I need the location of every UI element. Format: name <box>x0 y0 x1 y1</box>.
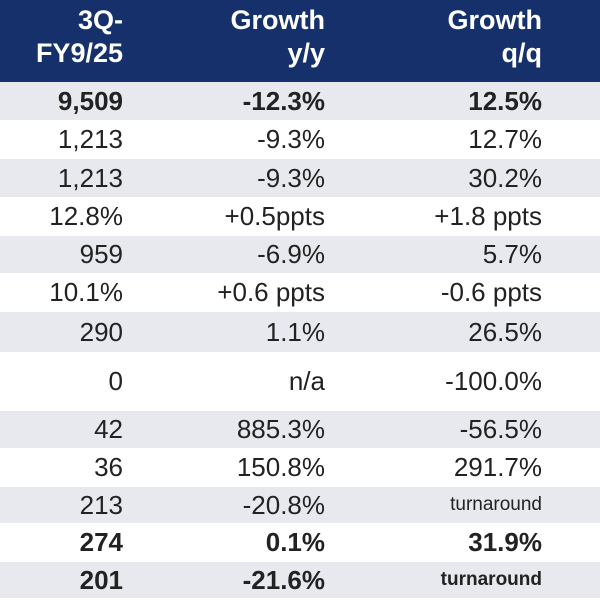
growth-qq-cell: 12.7% <box>468 124 542 154</box>
growth-qq-cell: 5.7% <box>482 239 542 269</box>
value-cell: 274 <box>79 527 123 557</box>
table-row: 290 1.1% 26.5% <box>0 312 600 353</box>
growth-qq-cell: 291.7% <box>453 452 542 482</box>
header-growth-qq: Growth q/q <box>335 4 600 82</box>
value-cell: 0 <box>108 366 123 396</box>
growth-qq-cell: 26.5% <box>468 316 542 347</box>
value-cell: 290 <box>79 316 123 347</box>
growth-qq-cell: turnaround <box>440 569 542 590</box>
header-period-line2: FY9/25 <box>35 38 123 68</box>
growth-yy-cell: -9.3% <box>257 162 325 193</box>
table-row: 9,509 -12.3% 12.5% <box>0 82 600 121</box>
table-row: 959 -6.9% 5.7% <box>0 236 600 274</box>
table-body: 9,509 -12.3% 12.5% 1,213 -9.3% 12.7% 1,213 -9.3… <box>0 82 600 599</box>
header-growth-yy-line2: y/y <box>287 38 325 68</box>
value-cell: 42 <box>94 414 123 444</box>
table-row: 213 -20.8% turnaround <box>0 487 600 524</box>
growth-yy-cell: 0.1% <box>265 527 325 557</box>
value-cell: 1,213 <box>57 124 123 154</box>
growth-qq-cell: -56.5% <box>459 414 542 444</box>
value-cell: 201 <box>79 564 123 595</box>
value-cell: 12.8% <box>49 201 123 231</box>
header-growth-yy: Growth y/y <box>135 4 335 82</box>
value-cell: 213 <box>79 489 123 520</box>
table-row: 12.8% +0.5ppts +1.8 ppts <box>0 198 600 236</box>
table-row: 1,213 -9.3% 30.2% <box>0 159 600 198</box>
growth-yy-cell: -9.3% <box>257 124 325 154</box>
growth-yy-cell: -6.9% <box>257 239 325 269</box>
value-cell: 10.1% <box>49 277 123 307</box>
growth-yy-cell: 150.8% <box>236 452 325 482</box>
table-row: 274 0.1% 31.9% <box>0 524 600 562</box>
growth-yy-cell: +0.6 ppts <box>217 277 325 307</box>
growth-yy-cell: +0.5ppts <box>224 201 325 231</box>
table-header: 3Q- FY9/25 Growth y/y Growth q/q <box>0 0 600 82</box>
table-row: 201 -21.6% turnaround <box>0 562 600 599</box>
header-period-line1: 3Q- <box>77 5 123 35</box>
value-cell: 9,509 <box>57 85 123 116</box>
value-cell: 36 <box>94 452 123 482</box>
growth-yy-cell: 1.1% <box>265 316 325 347</box>
growth-qq-cell: -0.6 ppts <box>440 277 542 307</box>
growth-yy-cell: -20.8% <box>242 489 325 520</box>
growth-qq-cell: +1.8 ppts <box>434 201 542 231</box>
table-row: 36 150.8% 291.7% <box>0 449 600 487</box>
growth-qq-cell: 31.9% <box>468 527 542 557</box>
header-growth-qq-line1: Growth <box>447 5 543 35</box>
table-row: 1,213 -9.3% 12.7% <box>0 121 600 159</box>
growth-yy-cell: -12.3% <box>242 85 325 116</box>
value-cell: 959 <box>79 239 123 269</box>
table-row: 10.1% +0.6 ppts -0.6 ppts <box>0 274 600 312</box>
growth-qq-cell: turnaround <box>450 494 542 515</box>
value-cell: 1,213 <box>57 162 123 193</box>
growth-yy-cell: n/a <box>288 366 325 396</box>
growth-qq-cell: 30.2% <box>468 162 542 193</box>
growth-yy-cell: 885.3% <box>236 414 325 444</box>
growth-qq-cell: -100.0% <box>445 366 542 396</box>
header-growth-qq-line2: q/q <box>501 38 543 68</box>
growth-qq-cell: 12.5% <box>468 85 542 116</box>
growth-yy-cell: -21.6% <box>242 564 325 595</box>
table-row: 42 885.3% -56.5% <box>0 411 600 449</box>
table-row: 0 n/a -100.0% <box>0 353 600 411</box>
header-period: 3Q- FY9/25 <box>0 4 135 82</box>
header-growth-yy-line1: Growth <box>230 5 326 35</box>
